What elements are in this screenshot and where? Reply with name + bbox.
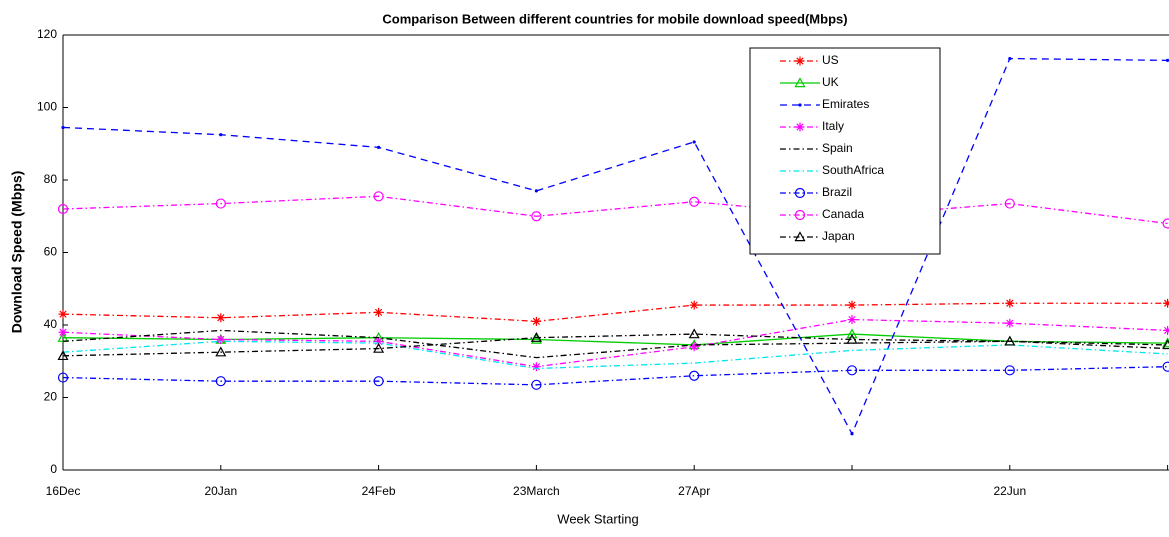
legend-label: Canada <box>822 207 864 221</box>
legend-marker <box>795 56 805 66</box>
legend-label: SouthAfrica <box>822 163 884 177</box>
marker <box>1163 298 1169 308</box>
legend-marker <box>794 209 806 221</box>
legend-label: Japan <box>822 229 855 243</box>
y-tick-label: 60 <box>44 245 58 259</box>
marker <box>57 372 69 383</box>
series-line <box>62 329 1168 359</box>
series-line <box>62 195 1168 225</box>
series-line <box>62 333 1168 346</box>
marker <box>847 300 857 310</box>
marker <box>1162 218 1169 229</box>
marker <box>1004 335 1016 346</box>
legend-label: Emirates <box>822 97 869 111</box>
series-line <box>62 302 1168 323</box>
marker <box>534 189 539 193</box>
marker <box>1005 318 1015 328</box>
marker <box>689 196 700 207</box>
series-line <box>62 333 1168 357</box>
marker <box>1162 361 1169 372</box>
marker <box>1004 365 1015 376</box>
marker <box>215 376 226 387</box>
marker <box>1162 339 1169 350</box>
marker <box>58 327 68 337</box>
marker <box>57 203 69 215</box>
marker <box>846 328 858 339</box>
chart-title: Comparison Between different countries f… <box>382 11 847 26</box>
marker <box>1008 56 1012 61</box>
y-tick-label: 120 <box>37 27 57 41</box>
marker <box>374 307 384 317</box>
marker <box>689 342 699 352</box>
marker <box>850 432 854 436</box>
y-tick-label: 80 <box>44 172 58 186</box>
marker <box>374 336 384 346</box>
legend-label: Spain <box>822 141 853 155</box>
legend-marker <box>794 231 806 242</box>
y-tick-label: 40 <box>44 317 58 331</box>
marker <box>531 379 542 390</box>
marker <box>692 140 696 144</box>
marker <box>1004 198 1015 209</box>
x-tick-label: 16Dec <box>46 484 81 498</box>
series-line <box>62 366 1168 386</box>
marker <box>1005 298 1015 308</box>
marker <box>688 328 700 339</box>
legend-box <box>749 47 941 255</box>
marker <box>846 333 858 344</box>
y-tick-label: 20 <box>44 390 58 404</box>
marker <box>530 331 542 342</box>
legend-label: US <box>822 53 839 67</box>
x-tick-label: 22Jun <box>993 484 1026 498</box>
marker <box>216 313 226 323</box>
marker <box>376 145 381 149</box>
marker <box>215 346 227 357</box>
legend-label: UK <box>822 75 839 89</box>
legend-marker <box>795 122 805 132</box>
marker <box>531 362 541 372</box>
legend: US UK Emirates Italy Spain SouthAfrica Brazil C… <box>749 47 941 255</box>
marker <box>689 300 699 310</box>
marker <box>847 315 857 325</box>
marker <box>1163 325 1169 335</box>
marker <box>61 125 65 130</box>
legend-marker <box>794 77 806 88</box>
x-tick-label: 23March <box>513 484 560 498</box>
x-tick-label: 20Jan <box>204 484 237 498</box>
legend-label: Brazil <box>822 185 852 199</box>
marker <box>1165 58 1169 62</box>
series-line <box>62 318 1168 368</box>
x-tick-label: 24Feb <box>362 484 396 498</box>
marker <box>215 198 226 209</box>
marker <box>530 333 542 344</box>
marker <box>531 316 541 326</box>
marker <box>219 133 223 137</box>
marker <box>1162 337 1169 348</box>
marker <box>531 211 542 222</box>
series-line <box>62 57 1168 436</box>
marker <box>373 191 384 202</box>
y-tick-label: 0 <box>50 462 57 476</box>
marker <box>689 370 700 381</box>
marker <box>846 365 858 376</box>
legend-marker <box>794 187 806 199</box>
x-tick-label: 27Apr <box>678 484 710 498</box>
marker <box>373 342 385 353</box>
marker <box>216 335 226 344</box>
x-axis-label: Week Starting <box>557 511 638 526</box>
legend-label: Italy <box>822 119 844 133</box>
marker <box>57 350 69 361</box>
marker <box>58 309 68 319</box>
legend-marker <box>798 103 802 107</box>
marker <box>373 376 384 387</box>
y-tick-label: 100 <box>37 100 57 114</box>
y-axis-label: Download Speed (Mbps) <box>9 171 25 334</box>
series-line <box>62 340 1168 370</box>
